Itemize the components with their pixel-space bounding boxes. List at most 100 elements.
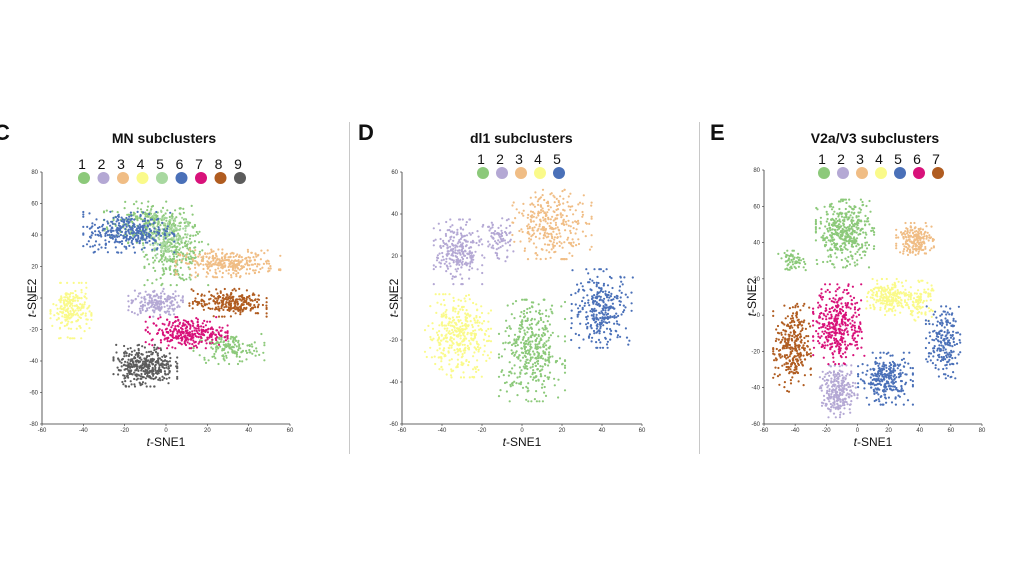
- data-point: [609, 332, 612, 335]
- data-point: [565, 258, 568, 261]
- data-point: [495, 254, 499, 257]
- data-point: [497, 395, 501, 398]
- data-point: [132, 203, 136, 206]
- data-point: [166, 360, 169, 363]
- data-point: [571, 238, 574, 241]
- data-point: [212, 299, 215, 303]
- data-point: [547, 232, 550, 236]
- series-6-points: [82, 210, 176, 254]
- data-point: [146, 224, 149, 227]
- data-point: [224, 352, 227, 355]
- data-point: [581, 230, 584, 233]
- data-point: [454, 310, 457, 313]
- data-point: [174, 261, 177, 264]
- data-point: [577, 334, 581, 337]
- data-point: [240, 265, 243, 268]
- data-point: [456, 249, 460, 252]
- data-point: [260, 332, 263, 336]
- data-point: [180, 259, 183, 262]
- data-point: [235, 353, 238, 356]
- data-point: [436, 349, 439, 352]
- data-point: [170, 250, 173, 253]
- data-point: [452, 236, 456, 239]
- data-point: [603, 313, 606, 316]
- data-point: [162, 214, 165, 217]
- data-point: [606, 284, 610, 287]
- data-point: [529, 346, 533, 349]
- data-point: [448, 359, 451, 362]
- data-point: [480, 375, 483, 378]
- data-point: [227, 272, 230, 275]
- data-point: [480, 305, 483, 308]
- data-point: [130, 350, 134, 353]
- data-point: [218, 264, 221, 267]
- data-point: [198, 250, 201, 253]
- data-point: [139, 208, 143, 211]
- data-point: [112, 234, 115, 237]
- x-axis-title: t-SNE1: [147, 435, 186, 449]
- data-point: [449, 374, 453, 377]
- data-point: [148, 223, 152, 226]
- data-point: [591, 310, 594, 313]
- data-point: [157, 362, 160, 365]
- data-point: [123, 207, 126, 210]
- data-point: [539, 365, 542, 368]
- data-point: [227, 351, 230, 354]
- data-point: [873, 227, 876, 230]
- data-point: [167, 344, 170, 347]
- data-point: [88, 310, 91, 313]
- data-point: [194, 260, 197, 263]
- data-point: [187, 240, 190, 243]
- data-point: [117, 373, 120, 376]
- data-point: [164, 355, 167, 359]
- data-point: [490, 232, 493, 235]
- data-point: [132, 234, 135, 237]
- data-point: [563, 188, 566, 191]
- data-point: [609, 316, 612, 319]
- data-point: [606, 317, 609, 320]
- data-point: [235, 355, 238, 358]
- data-point: [205, 255, 208, 258]
- data-point: [111, 222, 114, 225]
- data-point: [156, 247, 159, 250]
- data-point: [256, 254, 259, 257]
- data-point: [575, 228, 578, 231]
- data-point: [630, 302, 633, 305]
- data-point: [250, 343, 253, 346]
- data-point: [256, 312, 259, 315]
- data-point: [529, 218, 532, 221]
- data-point: [590, 234, 593, 237]
- data-point: [248, 297, 251, 300]
- data-point: [245, 259, 248, 262]
- data-point: [125, 247, 128, 250]
- data-point: [562, 220, 565, 223]
- data-point: [555, 242, 559, 245]
- data-point: [129, 218, 132, 222]
- data-point: [576, 315, 579, 318]
- data-point: [155, 234, 158, 237]
- data-point: [174, 347, 177, 350]
- data-point: [159, 316, 162, 319]
- data-point: [137, 295, 140, 298]
- data-point: [141, 220, 144, 223]
- data-point: [581, 210, 584, 214]
- data-point: [153, 227, 156, 230]
- data-point: [842, 198, 846, 201]
- data-point: [127, 354, 130, 358]
- data-point: [534, 340, 537, 343]
- data-point: [824, 243, 828, 247]
- data-point: [118, 360, 121, 363]
- data-point: [124, 227, 127, 231]
- data-point: [60, 321, 64, 324]
- data-point: [210, 248, 213, 251]
- data-point: [553, 236, 556, 239]
- data-point: [254, 262, 257, 266]
- data-point: [570, 338, 573, 342]
- data-point: [230, 262, 233, 265]
- data-point: [521, 356, 525, 359]
- legend-label: 2: [837, 151, 845, 167]
- data-point: [70, 316, 73, 319]
- data-point: [240, 256, 243, 259]
- data-point: [521, 319, 524, 322]
- data-point: [514, 217, 517, 220]
